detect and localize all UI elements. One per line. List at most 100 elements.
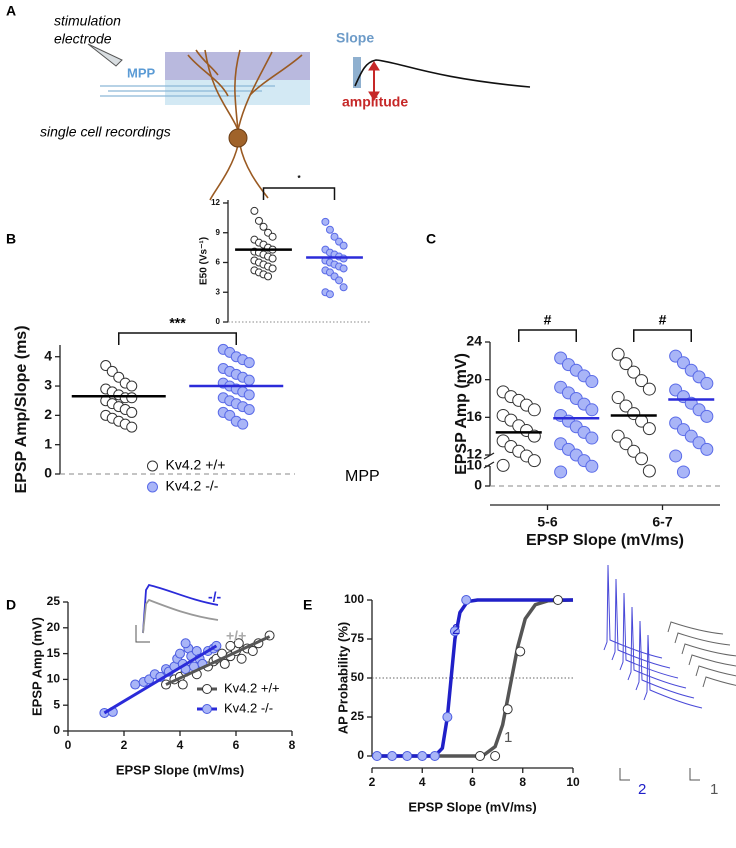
- series-label: 2: [452, 621, 460, 638]
- significance-label: #: [544, 312, 552, 328]
- point: [219, 658, 230, 669]
- y-tick-label: 12: [466, 446, 482, 462]
- y-tick-label: 9: [216, 228, 221, 237]
- point: [635, 374, 649, 388]
- point: [611, 391, 625, 405]
- point: [387, 751, 398, 761]
- label: single cell recordings: [40, 124, 171, 140]
- point: [585, 375, 599, 389]
- trace-label: 2: [638, 781, 646, 798]
- point: [177, 679, 188, 690]
- point: [490, 751, 501, 761]
- trace: [627, 606, 687, 689]
- trace: [702, 676, 736, 688]
- label: amplitude: [342, 94, 408, 110]
- point: [243, 357, 255, 369]
- trace: [674, 632, 731, 646]
- y-axis-label: EPSP Amp/Slope (ms): [13, 325, 30, 493]
- fit-line: [103, 644, 218, 715]
- significance-bracket: [118, 332, 237, 345]
- point: [259, 222, 268, 231]
- panel-letter: B: [6, 231, 16, 247]
- point: [417, 751, 428, 761]
- x-tick-label: 2: [121, 738, 128, 752]
- legend-marker: [202, 684, 212, 694]
- x-tick-label: 4: [177, 738, 184, 752]
- y-tick-label: 24: [466, 333, 482, 349]
- point: [429, 751, 440, 761]
- trace: [688, 654, 736, 667]
- panel-letter: A: [6, 3, 16, 19]
- epsp-trace: [354, 59, 531, 88]
- point: [642, 464, 656, 478]
- y-tick-label: 0: [53, 723, 60, 737]
- y-axis-label: E50 (Vs⁻¹): [199, 237, 210, 285]
- y-tick-label: 1: [44, 435, 52, 451]
- trace: [643, 634, 703, 709]
- scale-bar: [689, 768, 700, 781]
- point: [619, 399, 633, 413]
- x-tick-label: 2: [369, 775, 376, 789]
- significance-bracket: [262, 187, 336, 200]
- electrode: [87, 43, 123, 67]
- label: electrode: [54, 31, 112, 47]
- point: [627, 444, 641, 458]
- x-tick-label: 6: [469, 775, 476, 789]
- y-tick-label: 0: [474, 477, 482, 493]
- y-tick-label: 16: [466, 408, 482, 424]
- point: [335, 276, 344, 285]
- point: [475, 751, 486, 761]
- amplitude-arrow: [368, 61, 380, 101]
- point: [126, 406, 138, 418]
- x-tick-label: 10: [566, 775, 580, 789]
- y-tick-label: 15: [47, 646, 61, 660]
- point: [700, 376, 714, 390]
- legend-label: Kv4.2 -/-: [224, 700, 273, 715]
- spike-traces: [603, 564, 736, 781]
- point: [268, 264, 277, 273]
- series-label: 1: [504, 729, 512, 746]
- scale-bar: [619, 768, 630, 781]
- trace: [635, 620, 695, 699]
- point: [461, 595, 472, 605]
- slope-marker: [353, 57, 361, 88]
- y-tick-label: 20: [47, 620, 61, 634]
- panel-letter: C: [426, 231, 436, 247]
- point: [627, 365, 641, 379]
- scale-bar: [135, 625, 150, 643]
- point: [527, 454, 541, 468]
- point: [700, 409, 714, 423]
- x-axis-label: EPSP Slope (mV/ms): [116, 762, 244, 777]
- neuron: [187, 49, 303, 201]
- axis-break: [483, 461, 495, 469]
- y-tick-label: 12: [211, 198, 220, 207]
- point: [250, 206, 259, 215]
- trace: [142, 583, 219, 634]
- trace: [695, 665, 736, 677]
- point: [619, 437, 633, 451]
- soma: [228, 128, 248, 148]
- point: [676, 465, 690, 479]
- legend-marker: [147, 481, 158, 493]
- y-tick-label: 4: [44, 347, 52, 363]
- trace: [667, 621, 724, 635]
- point: [180, 638, 191, 649]
- significance-bracket: [633, 329, 692, 342]
- x-axis-label: EPSP Slope (mV/ms): [526, 532, 684, 549]
- significance-label: *: [297, 174, 301, 183]
- point: [225, 640, 236, 651]
- legend-label: Kv4.2 -/-: [166, 478, 219, 494]
- y-tick-label: 0: [357, 748, 364, 762]
- significance-label: ***: [169, 315, 186, 331]
- y-tick-label: 75: [351, 631, 365, 645]
- trace: [142, 598, 219, 634]
- y-tick-label: 0: [216, 317, 221, 326]
- x-tick-label: 5-6: [537, 514, 557, 530]
- trace-label: +/+: [226, 628, 246, 644]
- trace: [681, 643, 736, 657]
- y-tick-label: 50: [351, 670, 365, 684]
- point: [642, 382, 656, 396]
- y-tick-label: 10: [47, 672, 61, 686]
- point: [264, 272, 273, 281]
